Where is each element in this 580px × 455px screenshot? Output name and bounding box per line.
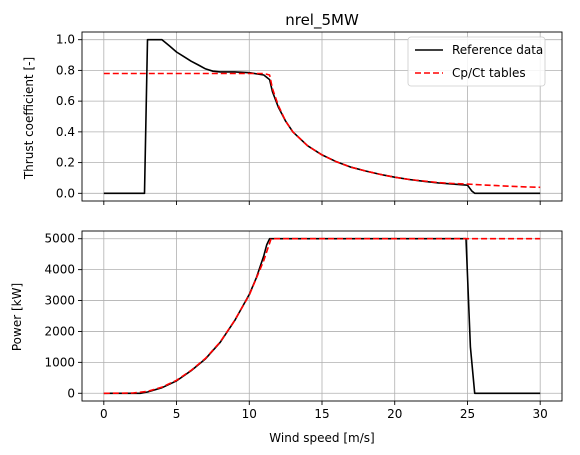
power-series-cp-ct-tables-line — [103, 237, 541, 395]
power-y-tick-label: 5000 — [44, 232, 75, 246]
legend-label-cpct: Cp/Ct tables — [452, 66, 526, 80]
thrust-y-tick-label: 0.6 — [56, 94, 75, 108]
power-y-tick-label: 0 — [67, 386, 75, 400]
thrust-y-axis-label: Thrust coefficient [-] — [22, 57, 36, 180]
legend: Reference data Cp/Ct tables — [407, 36, 546, 87]
power-panel: 0 5 10 15 20 25 30 0 1000 2000 3000 4000 5000 — [44, 230, 563, 421]
legend-label-reference: Reference data — [452, 43, 543, 57]
thrust-y-tick-label: 0.2 — [56, 156, 75, 170]
thrust-y-tick-label: 0.4 — [56, 125, 75, 139]
thrust-series-cp-ct-tables-line — [103, 72, 541, 189]
chart-title: nrel_5MW — [285, 11, 359, 30]
power-y-tick-label: 2000 — [44, 324, 75, 338]
thrust-y-tick-label: 1.0 — [56, 33, 75, 47]
power-y-axis-label: Power [kW] — [10, 283, 24, 351]
power-x-tick-label: 10 — [242, 407, 257, 421]
power-x-tick-label: 30 — [533, 407, 548, 421]
power-x-tick-label: 5 — [173, 407, 181, 421]
thrust-y-tick-label: 0.8 — [56, 63, 75, 77]
power-x-tick-label: 0 — [100, 407, 108, 421]
power-x-tick-label: 15 — [314, 407, 329, 421]
thrust-y-tick-label: 0.0 — [56, 186, 75, 200]
x-axis-label: Wind speed [m/s] — [269, 431, 374, 445]
power-x-tick-label: 25 — [460, 407, 475, 421]
power-series-reference-data-line — [103, 237, 541, 395]
power-y-tick-label: 1000 — [44, 355, 75, 369]
power-y-tick-label: 3000 — [44, 294, 75, 308]
power-y-tick-label: 4000 — [44, 263, 75, 277]
power-x-tick-label: 20 — [387, 407, 402, 421]
